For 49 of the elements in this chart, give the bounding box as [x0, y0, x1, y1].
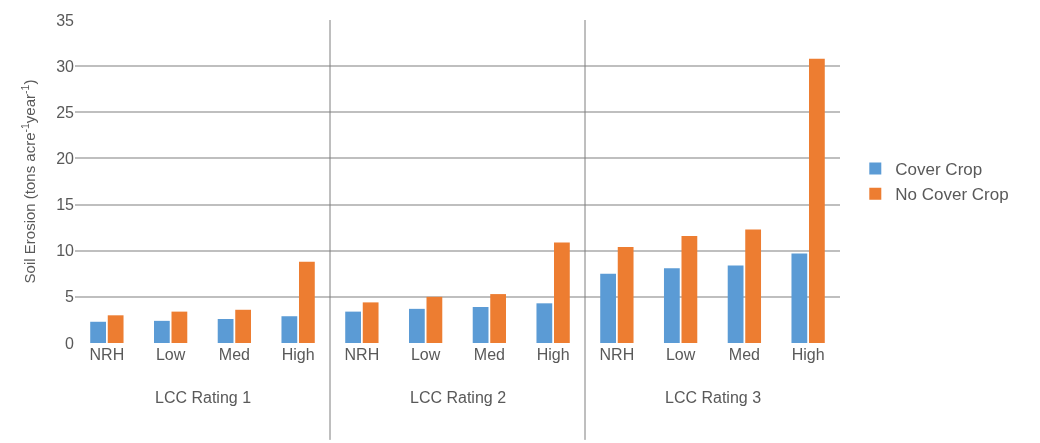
- bar: [681, 235, 698, 343]
- y-tick-label: 30: [56, 57, 75, 75]
- bar: [90, 321, 106, 343]
- bar: [299, 261, 315, 343]
- bar: [554, 242, 570, 343]
- x-tick-label: Low: [155, 346, 186, 363]
- bar: [171, 311, 188, 343]
- bar: [727, 265, 744, 343]
- x-tick-label: Med: [473, 346, 505, 363]
- x-tick-label: High: [536, 346, 570, 363]
- bar: [408, 308, 425, 343]
- bar: [153, 320, 170, 343]
- y-tick-label: 10: [56, 242, 75, 260]
- x-tick-label: High: [791, 346, 825, 363]
- x-tick-label: NRH: [344, 346, 380, 363]
- x-tick-label: Low: [410, 346, 441, 363]
- y-tick-label: 15: [56, 196, 75, 214]
- bar: [617, 247, 634, 343]
- x-tick-label: Low: [665, 346, 696, 363]
- bar: [490, 294, 507, 343]
- bar: [107, 315, 124, 343]
- bar: [426, 296, 443, 343]
- bar: [600, 273, 616, 343]
- x-tick-label: Med: [218, 346, 250, 363]
- bar: [345, 311, 361, 343]
- bar: [745, 229, 762, 343]
- bar: [281, 316, 298, 343]
- y-tick-label: 35: [56, 11, 75, 29]
- text: LCC Rating 3: [665, 389, 762, 406]
- bar: [791, 253, 808, 343]
- text: LCC Rating 2: [410, 389, 507, 406]
- x-tick-label: Med: [728, 346, 760, 363]
- bar: [217, 319, 234, 343]
- bar: [536, 303, 553, 343]
- legend-label: No Cover Crop: [895, 185, 1009, 205]
- x-tick-label: NRH: [599, 346, 635, 363]
- bar: [362, 302, 379, 343]
- y-tick-label: 5: [65, 288, 75, 306]
- y-tick-label: 0: [65, 334, 75, 352]
- bar: [472, 307, 489, 343]
- text: LCC Rating 1: [155, 389, 252, 406]
- legend-label: Cover Crop: [895, 160, 983, 180]
- bar: [809, 58, 825, 343]
- x-tick-label: High: [281, 346, 315, 363]
- x-tick-label: NRH: [89, 346, 125, 363]
- y-tick-label: 25: [56, 103, 75, 121]
- bar: [663, 268, 680, 343]
- bar: [235, 309, 252, 343]
- y-tick-label: 20: [56, 150, 75, 168]
